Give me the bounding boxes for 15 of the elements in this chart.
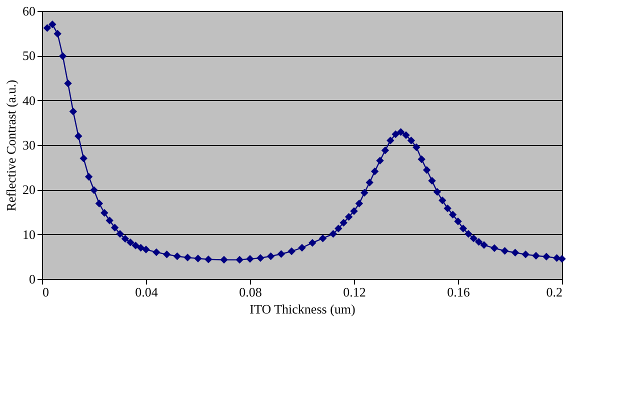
y-tick-label: 0 [29,272,36,286]
x-tick-label: 0.04 [135,284,158,300]
x-tick-label: 0 [42,284,49,300]
x-tick-label: 0.12 [343,284,366,300]
y-tick-label: 20 [22,182,36,198]
y-tick-label: 50 [22,48,36,64]
y-tick-label: 60 [22,4,36,18]
y-tick-label: 30 [22,138,36,152]
y-tick-label: 10 [22,226,36,242]
y-axis-title: Reflective Contrast (a.u.) [4,80,18,212]
x-axis-title: ITO Thickness (um) [250,302,356,316]
x-tick-label: 0.08 [239,284,262,300]
y-tick-label: 40 [22,92,36,108]
x-tick-label: 0.16 [447,284,470,300]
x-tick-label: 0.2 [546,284,562,300]
